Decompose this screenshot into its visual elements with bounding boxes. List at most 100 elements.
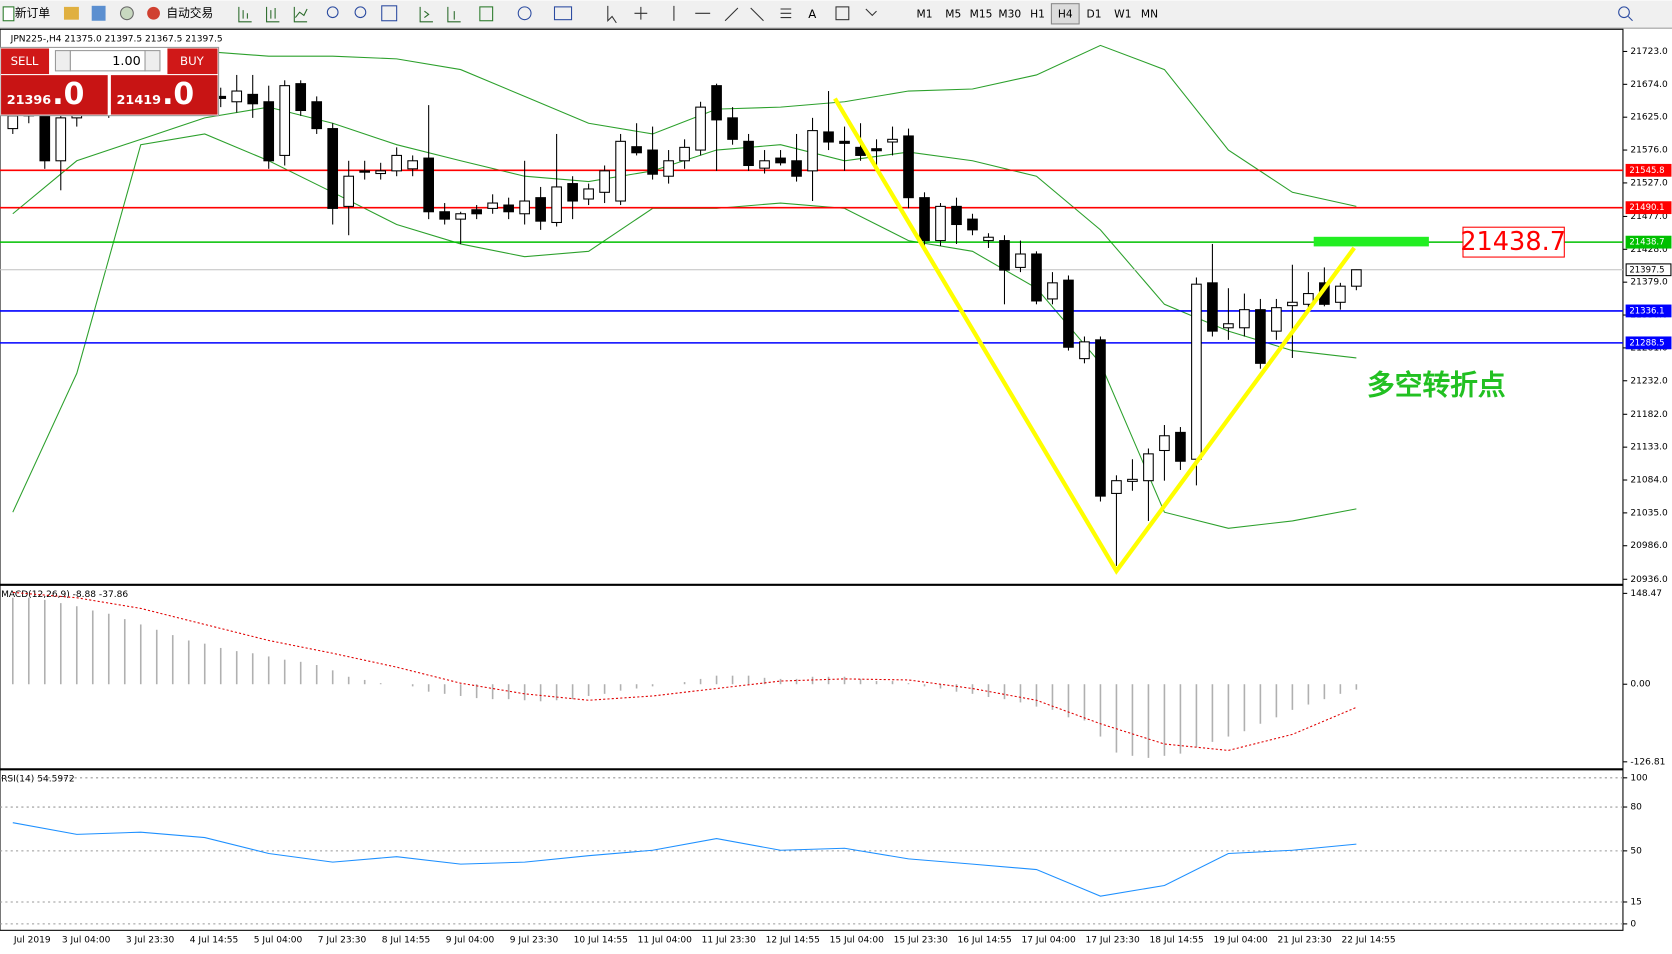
candle-body [263,101,275,162]
lot-down[interactable] [54,50,71,72]
candle-body [567,183,578,202]
bollinger-upper [12,44,1357,207]
candle-body [1175,431,1186,462]
period-icon[interactable] [517,6,532,21]
candle-body [7,115,19,130]
timeframe-button[interactable]: MN [1141,7,1158,20]
buy-button[interactable] [167,48,218,75]
timeframe-button[interactable]: H4 [1058,7,1073,20]
toolbar-icon[interactable] [119,6,134,21]
timeframe-button[interactable]: W1 [1114,7,1131,20]
bid-box[interactable] [1,75,108,115]
candle-body [1159,435,1170,452]
candle-chart-icon[interactable] [266,6,280,23]
price-tag [1625,235,1672,249]
candle-body [887,138,898,143]
plot-area: JPN225-,H4 21375.0 21397.5 21367.5 21397… [0,34,1672,945]
level-callout-box [1462,226,1565,258]
candle-body [359,170,371,173]
x-tick-label: 15 Jul 23:30 [894,935,948,945]
toolbar-icon[interactable] [63,6,79,20]
candle-body [551,186,562,224]
drawing-tools[interactable] [607,5,792,24]
y-tick-label: 21035.0 [1630,508,1668,518]
text-tool[interactable]: A [808,7,816,21]
timeframe-button[interactable]: M1 [917,7,933,20]
candle-body [663,160,674,177]
candle-body [919,197,930,242]
candle-body [791,160,802,177]
candle-body [231,90,243,103]
candle-body [743,140,754,167]
timeframe-button[interactable]: M15 [970,7,993,20]
arrow-tool[interactable] [865,8,877,17]
ask-box[interactable] [110,75,218,115]
tile-icon[interactable] [381,5,398,22]
rsi-line [12,822,1357,897]
template-icon[interactable] [553,6,573,21]
candle-body [599,170,610,193]
timeframe-button[interactable]: D1 [1087,7,1102,20]
candle-body [1351,269,1362,287]
label-tool[interactable] [835,6,850,21]
candle-body [471,209,482,215]
candle-body [615,140,626,202]
candle-body [407,160,418,170]
timeframe-button[interactable]: M30 [998,7,1021,20]
bid-price: 21396 [7,93,52,108]
candle-body [375,170,387,175]
candle-body [311,101,323,130]
timeframe-button[interactable]: M5 [945,7,961,20]
y-tick-label: 21379.0 [1630,278,1668,288]
candle-body [279,85,291,156]
candle-body [503,204,514,213]
y-tick-label: 15 [1630,897,1642,907]
y-tick-label: 21674.0 [1630,80,1668,90]
level-callout: 21438.7 [1460,227,1566,257]
price-tag-label: 21288.5 [1629,338,1664,348]
macd-signal [12,591,1357,751]
candle-body [647,149,658,175]
price-tag [1625,201,1672,215]
candle-body [727,117,738,140]
candle-body [1047,282,1058,300]
auto-trade-icon [147,6,160,20]
candle-body [951,205,962,226]
y-tick-label: 148.47 [1630,589,1662,599]
candle-body [327,128,339,209]
bar-chart-icon[interactable] [238,6,252,23]
x-tick-label: 17 Jul 23:30 [1086,935,1140,945]
candle-body [1095,339,1106,497]
y-tick-label: 21133.0 [1630,443,1668,453]
new-order-button[interactable]: 新订单 [15,6,50,20]
lot-up[interactable] [144,50,161,72]
y-tick-label: 0.00 [1630,680,1650,690]
x-tick-label: 16 Jul 14:55 [958,935,1012,945]
sell-button[interactable] [1,48,50,75]
buy-label: BUY [180,54,205,68]
chart-tools [238,5,792,24]
candle-body [823,131,834,143]
autoscroll-icon[interactable] [419,6,433,23]
chart-shift-icon[interactable] [447,6,461,23]
toolbar-icon[interactable] [91,5,106,21]
candle-body [903,135,914,199]
x-tick-label: 12 Jul 14:55 [766,935,820,945]
search-icon[interactable] [1618,6,1630,19]
price-tag [1625,336,1672,350]
annotation-text: 多空转折点 [1367,368,1506,401]
x-tick-label: 15 Jul 04:00 [830,935,884,945]
zoom-in-icon[interactable] [326,6,339,19]
trade-panel: SELL 1.00 BUY 21396 .0 21419 .0 [0,46,220,117]
indicator-icon[interactable] [479,6,494,22]
x-tick-label: Jul 2019 [13,935,51,945]
y-tick-label: 80 [1630,803,1642,813]
price-tag [1625,163,1672,177]
candle-body [1111,480,1122,494]
timeframe-button[interactable]: H1 [1030,7,1045,20]
zoom-out-icon[interactable] [354,6,367,19]
timeframe-bar: M1 M5 M15 M30 H1 H4 D1 W1 MN [917,3,1158,25]
auto-trade-button[interactable]: 自动交易 [166,6,213,20]
line-chart-icon[interactable] [293,6,308,23]
